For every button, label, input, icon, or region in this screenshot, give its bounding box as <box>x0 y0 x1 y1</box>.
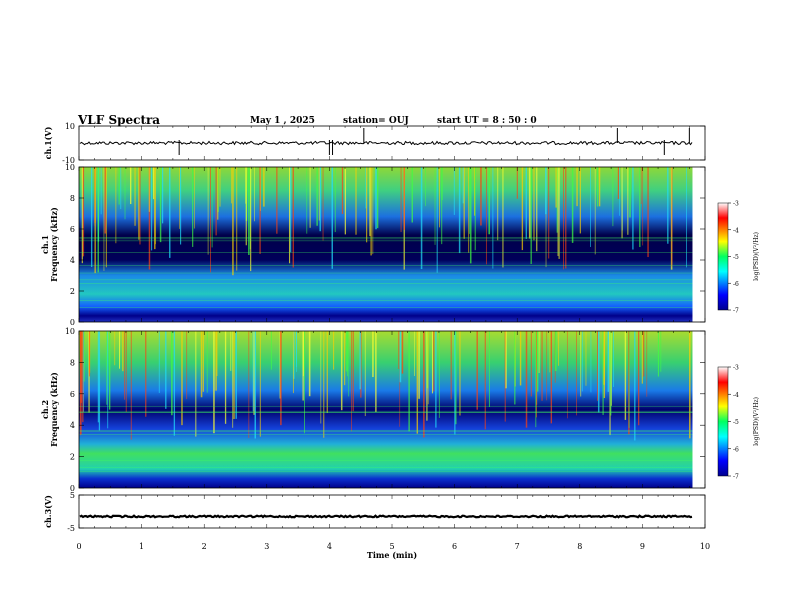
x-tick-label: 8 <box>577 542 582 551</box>
y-tick-label: 6 <box>70 390 75 399</box>
spectrogram-2 <box>79 331 693 488</box>
y-tick-label: 2 <box>70 453 75 462</box>
start-time-label: start UT = 8 : 50 : 0 <box>437 116 537 126</box>
colorbar <box>717 366 729 477</box>
panel-frame <box>78 494 706 529</box>
chart-title: VLF Spectra <box>78 113 161 127</box>
colorbar-label: log(PSD)(V²/Hz) <box>753 397 760 446</box>
x-tick-label: 6 <box>452 542 457 551</box>
colorbar-tick-label: -6 <box>733 446 739 453</box>
y-tick-label: 4 <box>70 256 75 265</box>
x-tick-label: 0 <box>76 542 81 551</box>
x-tick-label: 10 <box>700 542 710 551</box>
y-tick-label: 10 <box>65 122 75 131</box>
colorbar-tick-label: -6 <box>733 281 739 288</box>
x-tick-label: 4 <box>327 542 332 551</box>
x-tick-label: 2 <box>202 542 207 551</box>
y-axis-label: Frequency (kHz) <box>49 372 59 447</box>
y-tick-label: -10 <box>62 156 75 165</box>
colorbar-tick-label: -4 <box>733 392 739 399</box>
colorbar <box>717 202 729 311</box>
y-axis-label: ch.1(V) <box>43 126 53 159</box>
colorbar-tick-label: -5 <box>733 254 739 261</box>
y-axis-label: ch.3(V) <box>43 495 53 528</box>
y-tick-label: 6 <box>70 225 75 234</box>
y-axis-label: Frequency (kHz) <box>49 207 59 282</box>
x-tick-label: 9 <box>640 542 645 551</box>
y-tick-label: 8 <box>70 194 75 203</box>
colorbar-tick-label: -4 <box>733 227 739 234</box>
y-axis-label: ch.1 <box>40 235 50 254</box>
x-tick-label: 5 <box>389 542 394 551</box>
x-tick-label: 1 <box>139 542 144 551</box>
y-tick-label: 10 <box>65 163 75 172</box>
y-tick-label: 8 <box>70 358 75 367</box>
colorbar-label: log(PSD)(V²/Hz) <box>753 232 760 281</box>
date-label: May 1 , 2025 <box>250 116 315 126</box>
spectrogram-1 <box>79 167 693 322</box>
y-tick-label: 0 <box>70 484 75 493</box>
y-tick-label: 4 <box>70 421 75 430</box>
y-tick-label: 2 <box>70 287 75 296</box>
y-tick-label: 10 <box>65 327 75 336</box>
colorbar-tick-label: -7 <box>733 308 739 315</box>
x-tick-label: 3 <box>264 542 269 551</box>
y-tick-label: -5 <box>67 524 75 533</box>
station-label: station= OUJ <box>343 116 409 126</box>
y-tick-label: 0 <box>70 318 75 327</box>
colorbar-tick-label: -5 <box>733 419 739 426</box>
waveform-trace <box>79 514 693 519</box>
colorbar-tick-label: -7 <box>733 474 739 481</box>
waveform-trace <box>79 140 693 146</box>
colorbar-tick-label: -3 <box>733 365 739 372</box>
x-axis-label: Time (min) <box>367 550 417 560</box>
x-tick-label: 7 <box>515 542 520 551</box>
y-tick-label: 5 <box>70 491 75 500</box>
y-axis-label: ch.2 <box>40 400 50 419</box>
colorbar-tick-label: -3 <box>733 201 739 208</box>
